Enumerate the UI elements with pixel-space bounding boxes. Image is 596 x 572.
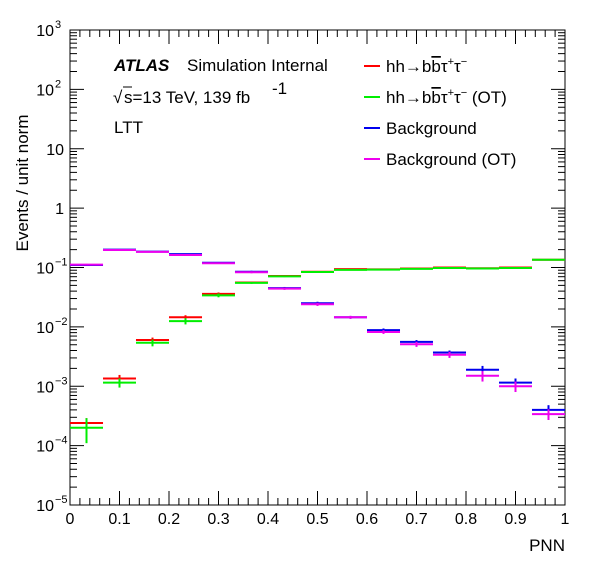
y-tick-label: 10 (36, 23, 54, 40)
y-tick-exponent: 3 (55, 19, 61, 31)
x-tick-label: 1 (561, 511, 570, 528)
energy-text: s=13 TeV, 139 fb (124, 88, 250, 107)
y-tick-exponent: 2 (55, 78, 61, 90)
x-tick-label: 0.8 (455, 511, 477, 528)
series-background (70, 248, 565, 416)
y-axis-title: Events / unit norm (13, 114, 32, 251)
x-tick-label: 0.3 (207, 511, 229, 528)
atlas-status-text: Simulation Internal (187, 56, 328, 75)
legend-label: hh→bbτ+τ− (OT) (386, 87, 507, 107)
legend-item: hh→bbτ+τ− (OT) (364, 87, 507, 107)
y-tick-label: 10 (36, 498, 54, 515)
series-hh-bb-ot (70, 258, 565, 444)
y-tick-label: 10 (36, 261, 54, 278)
legend-item: hh→bbτ+τ− (364, 56, 467, 76)
y-tick-label: 10 (36, 82, 54, 99)
histogram-series (70, 248, 565, 444)
y-tick-label: 10 (36, 439, 54, 456)
energy-lumi-label: √ s=13 TeV, 139 fb -1 (113, 79, 287, 107)
y-tick-label: 1 (55, 201, 64, 218)
series-hh-bb (70, 258, 565, 430)
x-tick-label: 0.9 (504, 511, 526, 528)
atlas-label: ATLAS Simulation Internal (113, 56, 328, 75)
y-tick-exponent: −4 (55, 435, 68, 447)
x-tick-label: 0.5 (306, 511, 328, 528)
series-background-ot (70, 249, 565, 421)
x-tick-label: 0.2 (158, 511, 180, 528)
legend-label: hh→bbτ+τ− (386, 56, 467, 76)
y-tick-exponent: −2 (55, 316, 68, 328)
legend: hh→bbτ+τ− hh→bbτ+τ− (OT) Background Backgro… (364, 56, 516, 169)
sqrt-symbol: √ (113, 88, 123, 107)
y-tick-exponent: −5 (55, 494, 68, 506)
channel-label: LTT (114, 118, 143, 137)
x-tick-label: 0 (66, 511, 75, 528)
axis-ticks: 0 0.1 0.2 0.3 0.4 0.5 0.6 0.7 0.8 0.9 110 −510 −410−… (36, 19, 569, 528)
x-tick-label: 0.7 (405, 511, 427, 528)
legend-item: Background (364, 119, 477, 138)
y-tick-exponent: −3 (55, 375, 68, 387)
legend-item: Background (OT) (364, 150, 516, 169)
x-tick-label: 0.4 (257, 511, 279, 528)
legend-label: Background (386, 119, 477, 138)
atlas-logo-text: ATLAS (113, 56, 170, 75)
y-tick-label: 10 (46, 142, 64, 159)
x-tick-label: 0.6 (356, 511, 378, 528)
y-tick-label: 10 (36, 379, 54, 396)
y-tick-label: 10 (36, 320, 54, 337)
x-axis-title: PNN (529, 536, 565, 555)
x-tick-label: 0.1 (108, 511, 130, 528)
lumi-exponent: -1 (272, 79, 287, 98)
legend-label: Background (OT) (386, 150, 516, 169)
y-tick-exponent: −1 (55, 257, 68, 269)
